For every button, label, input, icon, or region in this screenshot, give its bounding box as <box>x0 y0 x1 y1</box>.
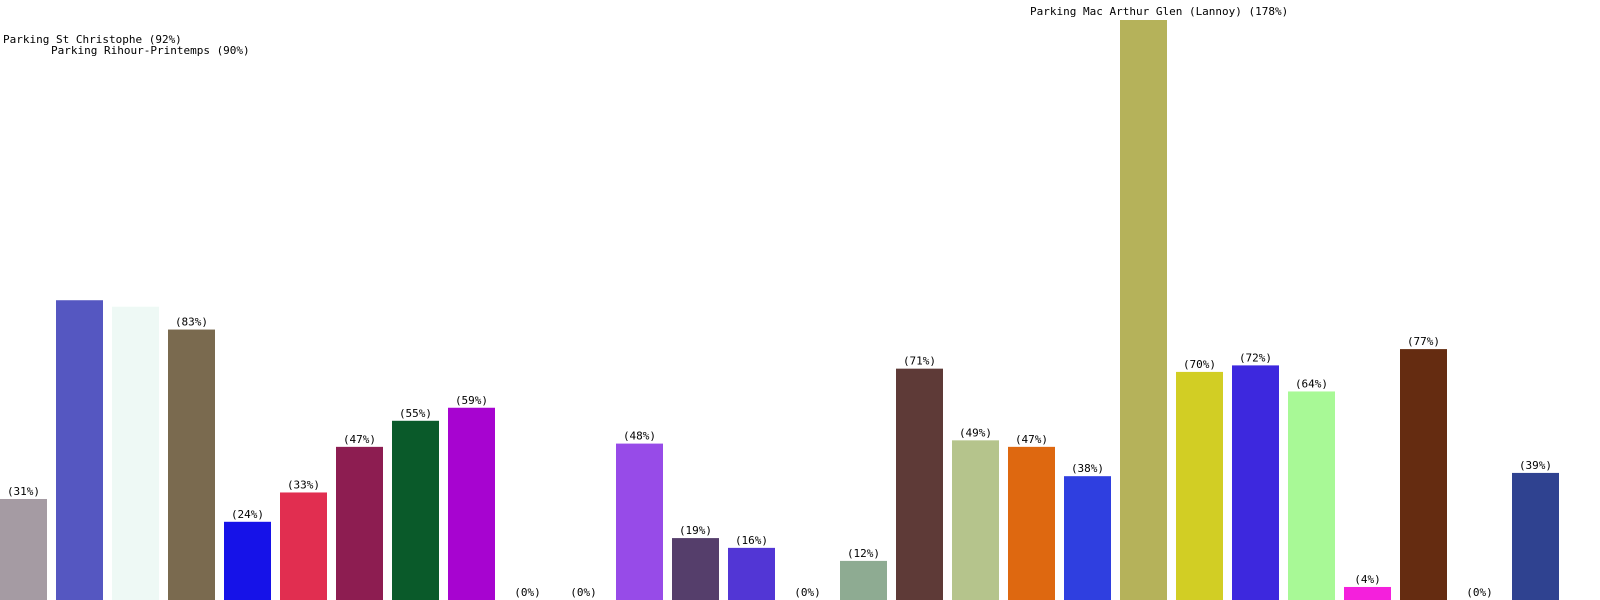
bar-5 <box>280 492 327 600</box>
bar-1 <box>56 300 103 600</box>
bar-3 <box>168 329 215 600</box>
bar-label-4: (24%) <box>231 508 264 521</box>
bar-label-12: (19%) <box>679 524 712 537</box>
bar-label-11: (48%) <box>623 430 656 443</box>
bar-0 <box>0 498 47 600</box>
bar-label-19: (38%) <box>1071 462 1104 475</box>
bar-17 <box>952 440 999 600</box>
bar-4 <box>224 521 271 600</box>
bar-label-13: (16%) <box>735 534 768 547</box>
bar-8 <box>448 407 495 600</box>
bar-label-18: (47%) <box>1015 433 1048 446</box>
bar-label-26: (0%) <box>1466 586 1493 599</box>
bar-7 <box>392 420 439 600</box>
bar-label-3: (83%) <box>175 316 208 329</box>
bar-2 <box>112 306 159 600</box>
bar-label-8: (59%) <box>455 394 488 407</box>
bar-23 <box>1288 391 1335 600</box>
bar-label-17: (49%) <box>959 426 992 439</box>
bar-label-16: (71%) <box>903 355 936 368</box>
bar-label-7: (55%) <box>399 407 432 420</box>
bar-6 <box>336 446 383 600</box>
bar-label-5: (33%) <box>287 478 320 491</box>
bar-label-2: Parking Rihour-Printemps (90%) <box>51 44 250 57</box>
bar-25 <box>1400 349 1447 600</box>
bar-label-1: Parking St Christophe (92%) <box>3 33 182 46</box>
bar-22 <box>1232 365 1279 600</box>
bar-24 <box>1344 586 1391 600</box>
bar-18 <box>1008 446 1055 600</box>
bar-label-27: (39%) <box>1519 459 1552 472</box>
bar-label-22: (72%) <box>1239 351 1272 364</box>
bar-label-10: (0%) <box>570 586 597 599</box>
bar-21 <box>1176 371 1223 600</box>
bar-13 <box>728 547 775 600</box>
labels-group: (31%)Parking St Christophe (92%)Parking … <box>3 5 1552 599</box>
bar-label-20: Parking Mac Arthur Glen (Lannoy) (178%) <box>1030 5 1288 18</box>
bar-label-15: (12%) <box>847 547 880 560</box>
bar-label-9: (0%) <box>514 586 541 599</box>
bar-label-21: (70%) <box>1183 358 1216 371</box>
bar-label-24: (4%) <box>1354 573 1381 586</box>
bar-label-23: (64%) <box>1295 377 1328 390</box>
bar-27 <box>1512 472 1559 600</box>
bar-16 <box>896 368 943 600</box>
bars-group <box>0 20 1559 600</box>
bar-19 <box>1064 476 1111 600</box>
bar-label-25: (77%) <box>1407 335 1440 348</box>
bar-15 <box>840 560 887 600</box>
bar-12 <box>672 538 719 600</box>
bar-label-0: (31%) <box>7 485 40 498</box>
bar-20 <box>1120 20 1167 600</box>
bar-label-6: (47%) <box>343 433 376 446</box>
bar-label-14: (0%) <box>794 586 821 599</box>
bar-11 <box>616 443 663 600</box>
